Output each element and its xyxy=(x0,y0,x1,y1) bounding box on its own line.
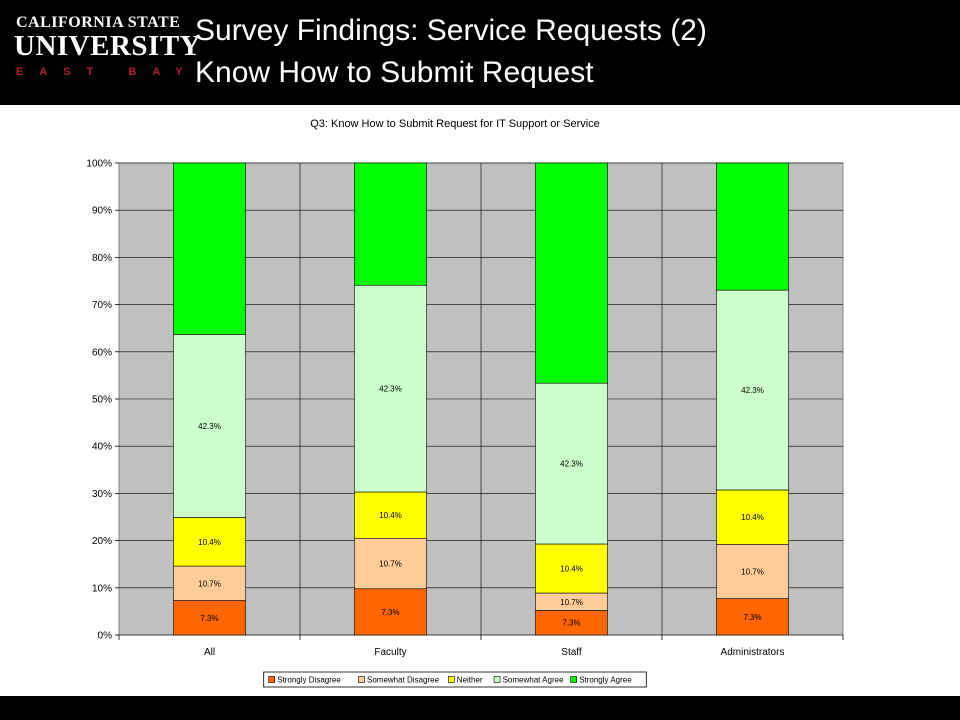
y-tick-label: 50% xyxy=(92,395,112,406)
y-tick-label: 0% xyxy=(98,631,113,642)
x-tick-label: Administrators xyxy=(721,647,785,658)
bar-segment xyxy=(716,489,789,545)
legend-swatch xyxy=(570,676,578,683)
y-tick-label: 10% xyxy=(92,583,112,594)
logo-line-1: CALIFORNIA STATE xyxy=(16,14,181,31)
legend-label: Somewhat Agree xyxy=(503,676,564,685)
y-tick-label: 20% xyxy=(92,536,112,547)
data-label: 7.3% xyxy=(200,614,218,623)
data-label: 10.7% xyxy=(741,567,764,576)
slide-header: CALIFORNIA STATE UNIVERSITY EAST BAY Sur… xyxy=(0,0,960,105)
data-label: 10.4% xyxy=(560,565,583,574)
data-label: 10.7% xyxy=(560,598,583,607)
data-label: 42.3% xyxy=(560,460,583,469)
legend-swatch xyxy=(268,676,276,683)
legend-label: Strongly Disagree xyxy=(277,676,341,685)
bar-segment xyxy=(173,334,246,518)
legend-label: Somewhat Disagree xyxy=(367,676,440,685)
data-label: 10.7% xyxy=(198,579,221,588)
slide-title-line-1: Survey Findings: Service Requests (2) xyxy=(195,14,707,47)
y-tick-label: 60% xyxy=(92,347,112,358)
bar-segment xyxy=(354,537,427,590)
y-tick-label: 90% xyxy=(92,206,112,217)
slide-footer xyxy=(0,696,960,720)
bar-segment xyxy=(173,565,246,601)
x-tick-label: Staff xyxy=(561,647,582,658)
slide-title-line-2: Know How to Submit Request xyxy=(195,56,594,89)
bar-segment xyxy=(535,543,608,594)
bar-segment xyxy=(716,289,789,491)
bar-segment xyxy=(354,491,427,539)
legend-swatch xyxy=(493,676,501,683)
y-tick-label: 100% xyxy=(86,159,112,170)
logo-line-3: EAST BAY xyxy=(16,66,199,78)
plot-area: 0% 10% 20% 30% 40% 50% 60% 70% 80% 90% 100% 7.3% 10.… xyxy=(86,159,844,658)
y-tick-label: 30% xyxy=(92,489,112,500)
legend-label: Neither xyxy=(457,676,483,685)
bar-segment xyxy=(354,588,427,636)
y-tick-label: 40% xyxy=(92,442,112,453)
bar-segment xyxy=(716,162,789,291)
y-tick-label: 70% xyxy=(92,300,112,311)
bar-segment xyxy=(173,162,246,335)
chart-title: Q3: Know How to Submit Request for IT Su… xyxy=(310,118,600,130)
stacked-bar-chart: Q3: Know How to Submit Request for IT Su… xyxy=(86,118,844,688)
legend-box xyxy=(263,671,647,688)
legend-swatch xyxy=(447,676,455,683)
data-label: 7.3% xyxy=(562,619,580,628)
legend-label: Strongly Agree xyxy=(579,676,632,685)
data-label: 10.7% xyxy=(379,559,402,568)
data-label: 7.3% xyxy=(381,608,399,617)
chart-legend: Strongly Disagree Somewhat Disagree Neithe… xyxy=(263,671,647,688)
x-tick-label: Faculty xyxy=(374,647,406,658)
slide-title: Survey Findings: Service Requests (2) Kn… xyxy=(195,10,945,94)
x-tick-label: All xyxy=(204,647,215,658)
logo-line-2: UNIVERSITY xyxy=(14,30,202,62)
bar-segment xyxy=(535,382,608,545)
university-logo: CALIFORNIA STATE UNIVERSITY EAST BAY xyxy=(14,14,201,80)
data-label: 7.3% xyxy=(743,613,761,622)
bar-segment xyxy=(173,517,246,567)
y-tick-label: 80% xyxy=(92,253,112,264)
bar-segment xyxy=(173,600,246,636)
bar-segment xyxy=(716,598,789,636)
data-label: 42.3% xyxy=(198,422,221,431)
data-label: 42.3% xyxy=(379,385,402,394)
legend-swatch xyxy=(358,676,365,683)
data-label: 42.3% xyxy=(741,386,764,395)
data-label: 10.4% xyxy=(379,511,402,520)
bar-segment xyxy=(535,162,608,384)
data-label: 10.4% xyxy=(198,538,221,547)
data-label: 10.4% xyxy=(741,513,764,522)
bar-segment xyxy=(354,162,427,286)
